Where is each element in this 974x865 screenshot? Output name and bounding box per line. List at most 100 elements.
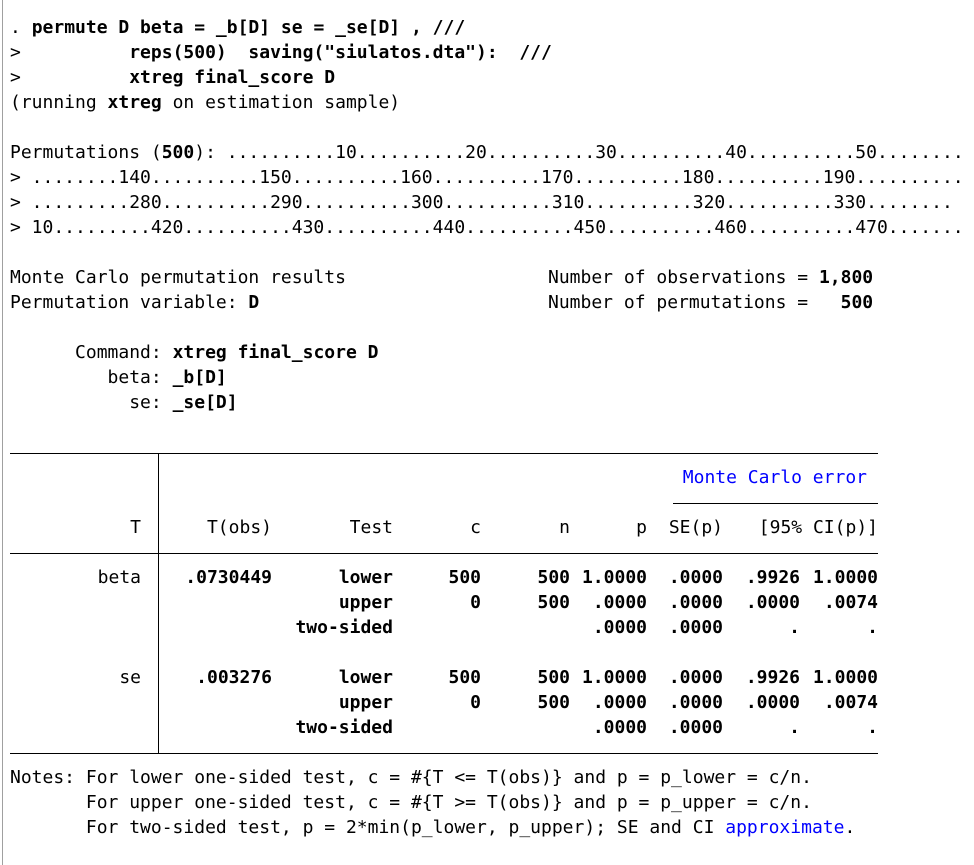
table-cell: lower	[338, 567, 393, 588]
table-cell: .0000	[745, 692, 800, 713]
table-cell: 500	[537, 567, 570, 588]
log-line: Command: xtreg final_score D	[10, 341, 378, 365]
table-column-divider	[158, 453, 159, 753]
log-text: Command:	[10, 342, 173, 363]
log-line: For two-sided test, p = 2*min(p_lower, p…	[10, 816, 855, 840]
table-cell: .0000	[668, 592, 723, 613]
column-header: T	[130, 517, 141, 538]
obs-label: Number of observations =	[548, 267, 809, 288]
obs-value: 1,800	[818, 267, 874, 288]
table-cell: 1.0000	[581, 667, 647, 688]
column-header: Test	[349, 517, 393, 538]
log-line: > reps(500) saving("siulatos.dta"): ///	[10, 41, 552, 65]
log-text: Permutation variable:	[10, 292, 249, 313]
log-line: . permute D beta = _b[D] se = _se[D] , /…	[10, 16, 465, 40]
table-cell: .0000	[592, 592, 647, 613]
log-text: For two-sided test, p = 2*min(p_lower, p…	[10, 817, 726, 838]
table-cell: .0000	[745, 592, 800, 613]
table-cell: .0000	[668, 617, 723, 638]
table-cell: .0000	[592, 617, 647, 638]
table-cell: .	[867, 717, 878, 738]
table-cell: upper	[338, 692, 393, 713]
table-cell: .0000	[668, 717, 723, 738]
log-text: permute D beta = _b[D] se = _se[D] , ///	[31, 17, 466, 38]
log-line: > .........280..........290..........300…	[10, 191, 953, 215]
table-cell: 1.0000	[581, 567, 647, 588]
log-text: For upper one-sided test, c = #{T >= T(o…	[10, 792, 812, 813]
table-cell: .0074	[823, 592, 878, 613]
table-cell: .0000	[668, 567, 723, 588]
table-cell: upper	[338, 592, 393, 613]
column-header: T(obs)	[206, 517, 272, 538]
perm-value: 500	[840, 292, 874, 313]
log-line: For upper one-sided test, c = #{T >= T(o…	[10, 791, 812, 815]
table-cell: .9926	[745, 567, 800, 588]
log-text: xtreg final_score D	[172, 342, 379, 363]
log-line: Permutations (500): ..........10........…	[10, 141, 964, 165]
column-header: SE(p)	[668, 517, 723, 538]
log-text: > .........280..........290..........300…	[10, 192, 953, 213]
table-cell: 1.0000	[812, 567, 878, 588]
log-text: beta:	[10, 367, 173, 388]
table-cell: 0	[470, 592, 481, 613]
log-text: Notes: For lower one-sided test, c = #{T…	[10, 767, 812, 788]
table-cell: 500	[537, 667, 570, 688]
log-text: _se[D]	[172, 392, 238, 413]
table-cell: two-sided	[295, 617, 393, 638]
table-cell: 0	[470, 692, 481, 713]
log-text: on estimation sample)	[161, 92, 401, 113]
log-line: > ........140..........150..........160.…	[10, 166, 964, 190]
table-cell: .	[867, 617, 878, 638]
log-text: D	[248, 292, 260, 313]
table-cell: two-sided	[295, 717, 393, 738]
column-header: p	[636, 517, 647, 538]
table-cell: 500	[448, 667, 481, 688]
column-header: n	[559, 517, 570, 538]
table-cell: .9926	[745, 667, 800, 688]
table-cell: lower	[338, 667, 393, 688]
table-cell: .0000	[592, 717, 647, 738]
table-header-rule	[10, 553, 878, 554]
table-cell: .0000	[592, 692, 647, 713]
log-text: .	[10, 17, 32, 38]
log-text: > ........140..........150..........160.…	[10, 167, 964, 188]
obs-count-row: Number of observations = 1,800	[548, 266, 873, 290]
log-text: (running	[10, 92, 108, 113]
table-cell: .0074	[823, 692, 878, 713]
log-text: .	[844, 817, 856, 838]
table-cell: .0000	[668, 692, 723, 713]
log-text: >	[10, 42, 130, 63]
log-line: beta: _b[D]	[10, 366, 227, 390]
log-line: > 10.........420..........430..........4…	[10, 216, 964, 240]
log-text: _b[D]	[172, 367, 227, 388]
row-label: se	[119, 667, 141, 688]
log-line: Notes: For lower one-sided test, c = #{T…	[10, 766, 812, 790]
table-cell: 500	[537, 692, 570, 713]
table-top-rule	[10, 453, 878, 454]
perm-label: Number of permutations =	[548, 292, 809, 313]
perm-count-row: Number of permutations = 500	[548, 291, 873, 315]
log-text: Monte Carlo permutation results	[10, 267, 346, 288]
window-border	[2, 0, 3, 865]
table-cell: 1.0000	[812, 667, 878, 688]
log-text: >	[10, 67, 130, 88]
table-cell: .0730449	[185, 567, 272, 588]
mc-error-underline	[673, 503, 878, 504]
table-cell: .0000	[668, 667, 723, 688]
log-line: se: _se[D]	[10, 391, 238, 415]
table-cell: .	[789, 617, 800, 638]
log-text: xtreg	[107, 92, 162, 113]
row-label: beta	[97, 567, 141, 588]
column-header: [95% CI(p)]	[758, 517, 878, 538]
table-cell: 500	[448, 567, 481, 588]
log-text: Permutations (	[10, 142, 162, 163]
log-text: se:	[10, 392, 173, 413]
log-line: Monte Carlo permutation results	[10, 266, 346, 290]
table-cell: .	[789, 717, 800, 738]
log-line: (running xtreg on estimation sample)	[10, 91, 400, 115]
log-text: ): ..........10..........20..........30.…	[194, 142, 964, 163]
log-text: reps(500) saving("siulatos.dta"): ///	[129, 42, 552, 63]
mc-error-header: Monte Carlo error	[682, 467, 867, 488]
log-text: xtreg final_score D	[129, 67, 336, 88]
log-text: 500	[161, 142, 195, 163]
